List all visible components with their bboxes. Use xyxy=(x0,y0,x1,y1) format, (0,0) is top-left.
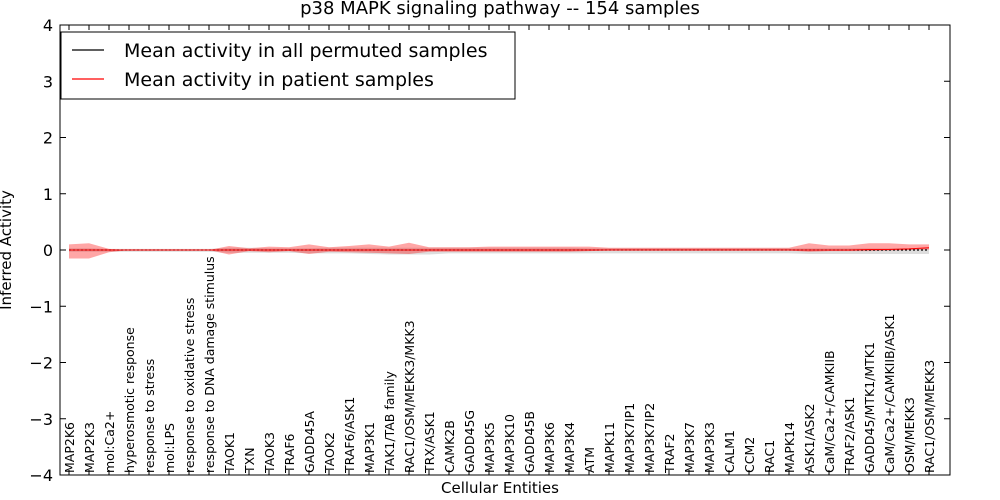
x-tick-label: TRAF2 xyxy=(662,433,677,474)
x-tick-label: MAP3K6 xyxy=(542,422,557,473)
x-tick-label: TRAF6/ASK1 xyxy=(342,397,357,474)
x-tick-label: TRAF2/ASK1 xyxy=(842,397,857,474)
x-tick-label: TRAF6 xyxy=(282,433,297,474)
x-tick-label: RAC1/OSM/MEKK3 xyxy=(922,360,937,473)
x-tick-label: MAP3K4 xyxy=(562,422,577,473)
y-axis-label: Inferred Activity xyxy=(0,190,15,310)
x-tick-label: MAP3K1 xyxy=(362,422,377,473)
x-tick-label: ASK1/ASK2 xyxy=(802,404,817,473)
x-tick-label: GADD45A xyxy=(302,411,317,473)
x-tick-label: TXN xyxy=(242,447,257,474)
x-tick-label: response to DNA damage stimulus xyxy=(202,256,217,473)
x-tick-label: GADD45G xyxy=(462,410,477,473)
y-tick-label: 0 xyxy=(43,241,53,260)
x-tick-label: MAP2K6 xyxy=(62,422,77,473)
x-tick-label: TAOK1 xyxy=(222,432,237,474)
x-tick-label: GADD45B xyxy=(522,411,537,473)
legend-frame xyxy=(60,31,516,100)
y-tick-label: 2 xyxy=(43,129,53,148)
x-tick-label: CALM1 xyxy=(722,430,737,473)
x-tick-label: response to stress xyxy=(142,359,157,473)
y-tick-label: 3 xyxy=(43,72,53,91)
x-tick-label: MAP3K7 xyxy=(682,422,697,473)
x-tick-label: TRX/ASK1 xyxy=(422,411,437,474)
x-tick-label: CaM/Ca2+/CAMKIIB xyxy=(822,350,837,473)
x-tick-label: MAP3K10 xyxy=(502,414,517,473)
plot-area: −4 −3 −2 −1 0 1 2 3 4 MAP2K6 MAP2K3 mol:Ca2+ hyperos… xyxy=(29,16,951,485)
x-tick-label: hyperosmotic response xyxy=(122,327,137,473)
y-tick-label: 4 xyxy=(43,16,53,35)
x-tick-label: response to oxidative stress xyxy=(182,298,197,473)
x-tick-label: MAP3K7IP1 xyxy=(622,403,637,473)
x-tick-label: TAOK2 xyxy=(322,432,337,474)
x-tick-label: CCM2 xyxy=(742,437,757,473)
series-line-patient xyxy=(69,247,930,251)
x-tick-label: mol:LPS xyxy=(162,423,177,473)
x-tick-label: GADD45/MTK1/MTK1 xyxy=(862,342,877,473)
x-tick-label: RAC1/OSM/MEKK3/MKK3 xyxy=(402,320,417,473)
x-tick-label: CAMK2B xyxy=(442,420,457,473)
x-tick-label: TAOK3 xyxy=(262,432,277,474)
legend: Mean activity in all permuted samples Me… xyxy=(60,31,516,100)
y-tick-label: 1 xyxy=(43,185,53,204)
x-tick-label: CaM/Ca2+/CAMKIIB/ASK1 xyxy=(882,314,897,473)
x-tick-label: OSM/MEKK3 xyxy=(902,397,917,473)
legend-label-patient: Mean activity in patient samples xyxy=(124,69,434,91)
y-tick-label: −3 xyxy=(29,410,53,429)
x-axis-label: Cellular Entities xyxy=(441,479,559,497)
x-tick-label: MAP3K7IP2 xyxy=(642,403,657,473)
x-tick-label: MAPK14 xyxy=(782,422,797,473)
x-tick-label: MAPK11 xyxy=(602,422,617,473)
x-tick-label: MAP3K3 xyxy=(702,422,717,473)
y-tick-label: −2 xyxy=(29,354,53,373)
x-tick-label: TAK1/TAB family xyxy=(382,370,397,474)
chart-title: p38 MAPK signaling pathway -- 154 sample… xyxy=(300,0,700,19)
y-tick-label: −4 xyxy=(29,466,53,485)
x-tick-label: RAC1 xyxy=(762,440,777,473)
x-tick-label: MAP2K3 xyxy=(82,422,97,473)
y-tick-label: −1 xyxy=(29,297,53,316)
x-tick-label: MAP3K5 xyxy=(482,422,497,473)
x-tick-label: ATM xyxy=(582,447,597,473)
legend-label-permuted: Mean activity in all permuted samples xyxy=(124,40,487,62)
x-tick-label: mol:Ca2+ xyxy=(102,411,117,473)
